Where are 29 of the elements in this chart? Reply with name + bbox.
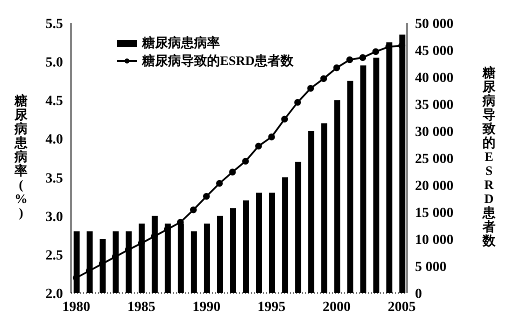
y2-tick-label: 5 000 <box>415 260 446 275</box>
y-tick-label: 5.0 <box>46 56 63 71</box>
x-tick-label: 1985 <box>127 300 156 315</box>
legend-label: 糖尿病患病率 <box>142 34 220 52</box>
y2-tick-label: 15 000 <box>415 206 454 221</box>
y2-tick-label: 0 <box>415 286 422 302</box>
y2-tick-label: 40 000 <box>415 70 454 86</box>
y2-tick-label: 45 000 <box>415 44 454 59</box>
y2-tick-label: 20 000 <box>415 178 454 194</box>
x-tick-label: 2000 <box>322 300 351 315</box>
y-tick-label: 3.0 <box>46 210 63 225</box>
y-tick-label: 4.0 <box>46 132 63 148</box>
x-tick-label: 1990 <box>192 300 220 315</box>
y2-tick-label: 25 000 <box>415 152 454 167</box>
y-tick-label: 3.5 <box>46 171 63 186</box>
y-tick-label: 2.5 <box>46 248 63 264</box>
y-tick-label: 5.5 <box>46 16 63 32</box>
x-tick-label: 1980 <box>62 300 90 315</box>
y2-tick-label: 10 000 <box>415 232 454 248</box>
text: 糖尿病患病率(%) <box>14 92 28 220</box>
y2-tick-label: 30 000 <box>415 124 454 140</box>
legend-label: 糖尿病导致的ESRD患者数 <box>142 52 294 70</box>
y-tick-label: 4.5 <box>46 94 63 110</box>
y-tick-label: 2.0 <box>46 286 63 302</box>
text: 糖尿病导致的ESRD患者数 <box>482 64 496 248</box>
y2-tick-label: 35 000 <box>415 98 454 113</box>
x-tick-label: 1995 <box>258 300 286 315</box>
y2-tick-label: 50 000 <box>415 16 454 32</box>
x-tick-label: 2005 <box>388 300 416 315</box>
